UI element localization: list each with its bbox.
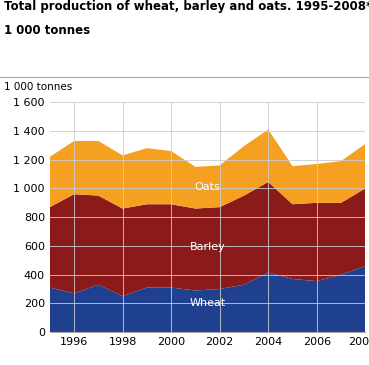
Text: Total production of wheat, barley and oats. 1995-2008*.: Total production of wheat, barley and oa… (4, 0, 369, 13)
Text: Barley: Barley (190, 242, 225, 252)
Text: 1 000 tonnes: 1 000 tonnes (4, 24, 90, 37)
Text: Wheat: Wheat (189, 299, 226, 308)
Text: 1 000 tonnes: 1 000 tonnes (4, 82, 72, 92)
Text: Oats: Oats (195, 182, 220, 192)
